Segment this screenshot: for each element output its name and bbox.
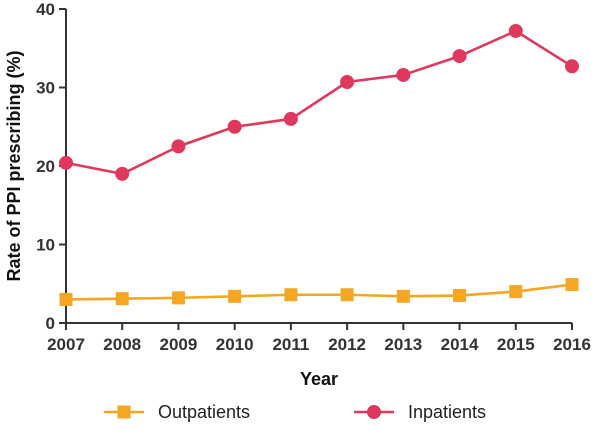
series-outpatients: [59, 278, 579, 306]
legend-label-inpatients: Inpatients: [408, 402, 486, 422]
axes: 0 10 20 30 40 2007 2008 2009 2010 2011 2012 2013 201…: [36, 0, 591, 354]
x-tick-label: 2009: [160, 335, 198, 354]
data-point-inpatients: [115, 166, 130, 181]
data-point-outpatients: [509, 285, 523, 299]
x-tick-label: 2015: [497, 335, 535, 354]
x-tick-label: 2014: [441, 335, 479, 354]
x-tick-label: 2016: [553, 335, 591, 354]
legend-marker-outpatients: [117, 405, 131, 419]
x-tick-label: 2007: [47, 335, 85, 354]
data-point-outpatients: [115, 292, 129, 306]
y-axis-title: Rate of PPI prescribing (%): [4, 50, 24, 281]
data-point-inpatients: [565, 59, 579, 74]
y-tick-label: 0: [46, 314, 55, 333]
data-point-inpatients: [283, 111, 298, 126]
data-point-inpatients: [171, 139, 186, 154]
data-point-inpatients: [452, 49, 467, 64]
legend-marker-inpatients: [367, 405, 381, 419]
series-line-outpatients: [65, 283, 573, 301]
x-axis-title: Year: [300, 369, 338, 389]
y-tick-label: 40: [36, 0, 55, 19]
data-point-inpatients: [340, 75, 355, 90]
legend: Outpatients Inpatients: [104, 402, 486, 422]
data-point-inpatients: [396, 67, 411, 82]
legend-label-outpatients: Outpatients: [158, 402, 250, 422]
data-point-outpatients: [453, 289, 467, 303]
x-tick-label: 2013: [384, 335, 422, 354]
legend-item-outpatients: Outpatients: [104, 402, 250, 422]
legend-item-inpatients: Inpatients: [354, 402, 486, 422]
series-inpatients: [59, 23, 579, 181]
data-point-outpatients: [565, 278, 579, 292]
series-line-inpatients: [65, 29, 573, 176]
data-point-inpatients: [227, 119, 242, 134]
x-tick-label: 2011: [272, 335, 309, 354]
data-point-inpatients: [59, 155, 73, 170]
data-point-outpatients: [171, 291, 185, 305]
y-tick-label: 30: [36, 79, 55, 98]
data-point-outpatients: [396, 289, 410, 303]
data-point-outpatients: [284, 288, 298, 302]
y-tick-label: 20: [36, 157, 55, 176]
y-tick-label: 10: [36, 236, 55, 255]
data-point-outpatients: [228, 289, 242, 303]
data-point-outpatients: [59, 292, 73, 306]
x-tick-label: 2010: [216, 335, 254, 354]
data-point-inpatients: [508, 23, 523, 38]
x-tick-label: 2012: [328, 335, 366, 354]
data-point-outpatients: [340, 288, 354, 302]
x-tick-label: 2008: [103, 335, 141, 354]
series-layer: [59, 23, 579, 306]
